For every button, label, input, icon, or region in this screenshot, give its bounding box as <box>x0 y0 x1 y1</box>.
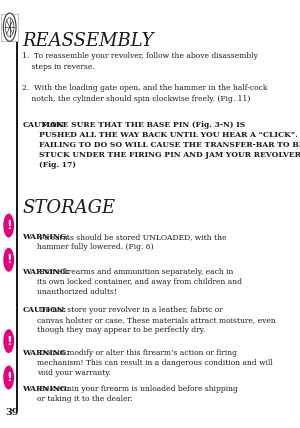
Text: Store firearms and ammunition separately, each in
its own locked container, and : Store firearms and ammunition separately… <box>37 268 242 296</box>
Circle shape <box>3 214 14 238</box>
Circle shape <box>3 248 14 272</box>
Text: WARNING:: WARNING: <box>22 385 70 393</box>
Text: WARNING:: WARNING: <box>22 233 70 241</box>
Text: !: ! <box>6 219 12 232</box>
Text: MAKE SURE THAT THE BASE PIN (Fig. 3-N) IS
PUSHED ALL THE WAY BACK UNTIL YOU HEAR: MAKE SURE THAT THE BASE PIN (Fig. 3-N) I… <box>39 121 300 169</box>
Text: Firearms should be stored UNLOADED, with the
hammer fully lowered. (Fig. 6): Firearms should be stored UNLOADED, with… <box>37 233 226 251</box>
Text: WARNING:: WARNING: <box>22 349 70 357</box>
Text: 1.  To reassemble your revolver, follow the above disassembly
    steps in rever: 1. To reassemble your revolver, follow t… <box>22 52 258 71</box>
Text: REASSEMBLY: REASSEMBLY <box>22 32 154 50</box>
Circle shape <box>3 13 16 41</box>
Text: Do not store your revolver in a leather, fabric or
canvas holster or case. These: Do not store your revolver in a leather,… <box>37 306 275 334</box>
Text: Do not modify or alter this firearm’s action or firing
mechanism! This can resul: Do not modify or alter this firearm’s ac… <box>37 349 272 377</box>
Text: CAUTION:: CAUTION: <box>22 121 67 129</box>
Text: CAUTION:: CAUTION: <box>22 306 67 314</box>
Text: WARNING:: WARNING: <box>22 268 70 276</box>
Text: STORAGE: STORAGE <box>22 199 115 217</box>
Circle shape <box>3 329 14 353</box>
Text: 2.  With the loading gate open, and the hammer in the half-cock
    notch, the c: 2. With the loading gate open, and the h… <box>22 84 268 103</box>
FancyBboxPatch shape <box>1 14 18 41</box>
FancyBboxPatch shape <box>16 17 18 411</box>
Text: !: ! <box>6 335 12 348</box>
Text: !: ! <box>6 371 12 384</box>
Circle shape <box>3 366 14 389</box>
Text: 39: 39 <box>6 408 19 417</box>
Text: !: ! <box>6 253 12 266</box>
Text: Be certain your firearm is unloaded before shipping
or taking it to the dealer.: Be certain your firearm is unloaded befo… <box>37 385 238 403</box>
